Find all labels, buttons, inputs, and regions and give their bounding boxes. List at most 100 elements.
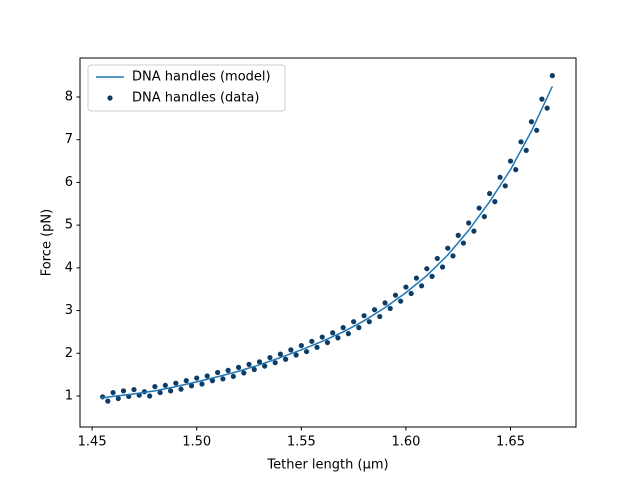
data-point [147,393,153,399]
data-point [481,213,487,220]
data-point [429,273,435,279]
data-point [335,335,341,341]
data-point [382,300,388,306]
data-point [523,147,529,153]
data-point [387,305,393,312]
data-point [507,158,514,164]
data-point [152,383,158,390]
data-point [204,373,210,379]
data-point [330,330,336,336]
data-point [534,127,540,133]
data-point [178,386,184,392]
data-point [105,398,111,404]
data-point [345,331,351,337]
data-point [471,228,477,234]
legend-marker [107,95,113,101]
data-point [377,313,383,320]
y-tick-label: 6 [65,175,73,190]
axes-frame [79,57,577,428]
data-point [115,395,121,402]
data-point [131,386,137,393]
data-point [366,319,372,325]
data-point [445,245,451,251]
data-point [398,298,404,304]
data-point [183,378,189,384]
y-tick-label: 7 [65,132,73,147]
data-point [277,351,284,357]
y-tick-label: 3 [65,303,73,318]
data-point [351,319,357,325]
data-point [209,378,216,384]
data-point [340,325,346,331]
data-point [356,325,362,331]
data-point [225,367,231,373]
data-point [267,354,273,361]
y-tick-label: 2 [65,346,73,361]
data-point [272,360,278,366]
data-point [361,313,367,319]
data-point [497,174,503,180]
legend-box [87,64,286,112]
data-point [110,389,116,396]
x-tick-label: 1.55 [287,435,316,450]
legend-label: DNA handles (data) [132,91,259,106]
x-axis-label: Tether length (μm) [266,458,388,473]
data-point [544,105,550,111]
data-point [157,389,163,396]
legend-label: DNA handles (model) [132,70,271,85]
data-point [220,376,226,382]
data-point [518,139,524,145]
plot-area [99,73,555,404]
x-tick-label: 1.60 [391,435,420,450]
data-point [502,183,508,189]
data-point [256,359,263,365]
data-point [513,167,519,173]
data-point [539,96,545,102]
data-point [120,388,127,394]
y-tick-label: 5 [65,218,73,233]
data-point [460,240,467,246]
data-point [371,307,378,313]
y-axis-label: Force (pN) [40,209,55,276]
data-point [466,220,472,226]
data-point [199,381,205,387]
data-point [173,380,179,386]
data-point [492,199,498,205]
data-point [235,364,242,370]
model-line [100,86,554,399]
data-point [288,347,294,353]
data-point [162,382,168,388]
data-point [434,255,440,262]
data-point [450,253,456,259]
y-tick-label: 8 [65,89,73,104]
data-point [439,264,446,270]
data-point [188,383,195,389]
data-point [230,373,236,379]
data-point [283,356,289,362]
data-point [194,375,200,381]
y-tick-label: 4 [65,260,73,275]
data-point [419,283,425,289]
data-point [455,232,461,238]
data-point [319,334,325,340]
data-point [424,266,430,272]
data-point [549,73,555,79]
data-point [298,342,304,349]
data-point [262,363,268,369]
data-point [246,361,252,367]
data-point [251,366,257,373]
data-point [487,190,493,197]
data-point [215,369,221,376]
data-point [314,344,320,350]
data-point [167,388,174,394]
data-point [403,284,409,290]
x-tick-label: 1.45 [78,435,107,450]
data-point [476,205,482,211]
data-point [408,290,414,297]
x-tick-label: 1.65 [496,435,525,450]
data-point [241,370,247,376]
data-point [528,119,535,125]
data-point [324,339,331,346]
data-point [413,275,419,281]
